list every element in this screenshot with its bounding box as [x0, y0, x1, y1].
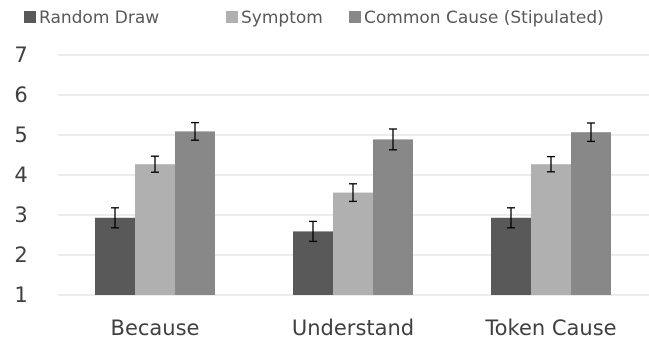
y-tick-label: 1	[14, 283, 27, 307]
y-tick-label: 4	[14, 163, 27, 187]
legend-label: Common Cause (Stipulated)	[364, 8, 604, 28]
bar	[531, 164, 571, 295]
y-tick-label: 3	[14, 203, 27, 227]
y-tick-label: 5	[14, 123, 27, 147]
bars	[95, 131, 611, 295]
bar	[373, 139, 413, 295]
bar	[571, 132, 611, 295]
bar	[333, 192, 373, 295]
bar	[491, 217, 531, 295]
y-tick-label: 6	[14, 83, 27, 107]
chart-legend: Random Draw Symptom Common Cause (Stipulat…	[24, 8, 604, 28]
bar	[135, 164, 175, 295]
y-axis-ticks: 1 2 3 4 5 6 7	[14, 43, 27, 307]
x-category-label: Because	[111, 316, 200, 340]
y-tick-label: 2	[14, 243, 27, 267]
bar	[175, 131, 215, 295]
error-bars	[111, 121, 595, 243]
x-axis-labels: Because Understand Token Cause	[111, 316, 617, 340]
legend-swatch	[24, 11, 36, 23]
legend-label: Symptom	[241, 8, 323, 28]
x-category-label: Token Cause	[484, 316, 616, 340]
bar	[95, 217, 135, 295]
legend-swatch	[349, 11, 361, 23]
x-category-label: Understand	[292, 316, 414, 340]
legend-label: Random Draw	[39, 8, 159, 28]
y-tick-label: 7	[14, 43, 27, 67]
legend-swatch	[226, 11, 238, 23]
